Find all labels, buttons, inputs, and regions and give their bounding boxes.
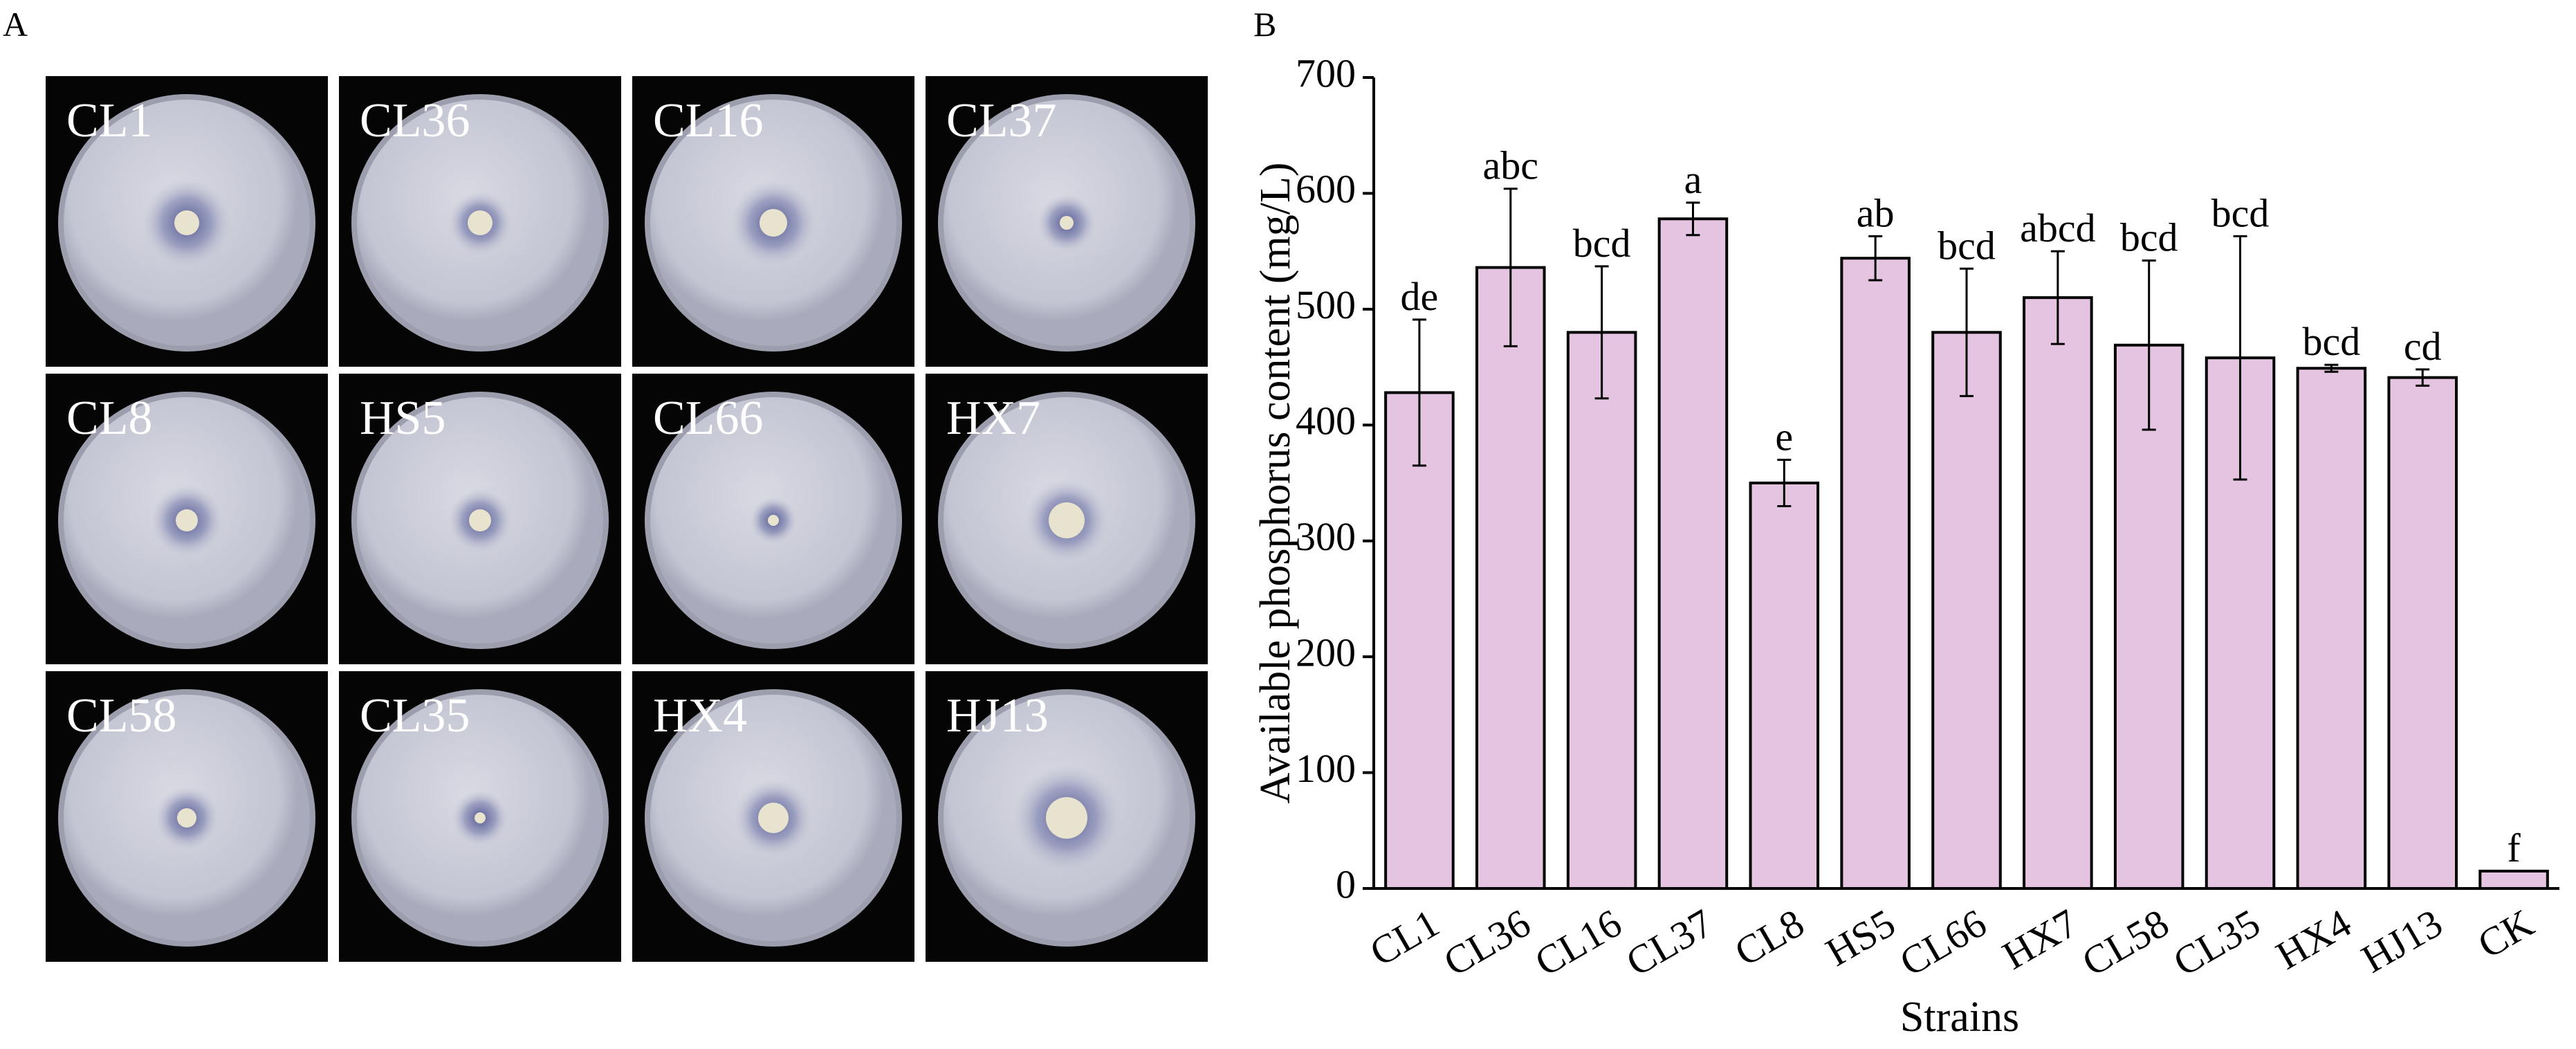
x-tick-label: CL16 xyxy=(1527,900,1629,985)
significance-letter: f xyxy=(2507,825,2521,870)
x-tick-label: CL37 xyxy=(1619,900,1720,985)
significance-letter: bcd xyxy=(2303,319,2361,364)
y-tick-label: 100 xyxy=(1296,746,1356,791)
y-tick-label: 400 xyxy=(1296,399,1356,444)
x-tick-label: HJ13 xyxy=(2354,900,2450,982)
plate-cl8: CL8 xyxy=(46,374,328,664)
petri-dish xyxy=(938,392,1195,649)
y-tick-label: 200 xyxy=(1296,630,1356,675)
bar-hx4 xyxy=(2296,367,2367,890)
plate-cl16: CL16 xyxy=(632,76,914,367)
plate-cl66: CL66 xyxy=(632,374,914,664)
x-tick-label: HS5 xyxy=(1819,900,1903,975)
panel-a-letter: A xyxy=(3,5,28,44)
x-tick-label: CL58 xyxy=(2074,900,2176,985)
plate-label: CL16 xyxy=(653,94,764,147)
plate-label: CL58 xyxy=(66,689,177,742)
petri-dish xyxy=(58,392,315,649)
petri-dish xyxy=(938,689,1195,947)
plate-cl1: CL1 xyxy=(46,76,328,367)
plate-label: HX7 xyxy=(946,392,1041,445)
x-tick-label: CL36 xyxy=(1436,900,1538,985)
plate-hx4: HX4 xyxy=(632,671,914,962)
x-tick-label: CL8 xyxy=(1727,900,1812,975)
plate-label: CL66 xyxy=(653,392,764,445)
bar-cl37 xyxy=(1657,217,1729,890)
x-tick-label: HX4 xyxy=(2269,900,2359,978)
plate-cl36: CL36 xyxy=(339,76,621,367)
petri-dish xyxy=(645,94,902,352)
significance-letter: a xyxy=(1684,157,1702,202)
y-tick-label: 500 xyxy=(1296,282,1356,327)
plate-label: CL35 xyxy=(360,689,470,742)
petri-dish xyxy=(645,392,902,649)
significance-letter: ab xyxy=(1857,190,1895,235)
panel-b-letter: B xyxy=(1253,5,1277,44)
significance-letter: cd xyxy=(2404,324,2442,369)
petri-dish xyxy=(351,689,609,947)
significance-letter: bcd xyxy=(2120,215,2178,260)
significance-letter: bcd xyxy=(1573,221,1631,266)
y-tick-label: 300 xyxy=(1296,514,1356,559)
petri-dish xyxy=(938,94,1195,352)
plate-cl37: CL37 xyxy=(926,76,1208,367)
significance-letter: bcd xyxy=(1938,223,1996,268)
y-axis-label: Available phosphorus content (mg/L) xyxy=(1252,163,1299,804)
plate-label: CL8 xyxy=(66,392,153,445)
plate-label: CL37 xyxy=(946,94,1057,147)
bar-hx7 xyxy=(2023,296,2093,891)
bar-cl16 xyxy=(1566,331,1637,891)
plate-hj13: HJ13 xyxy=(926,671,1208,962)
petri-dish xyxy=(351,392,609,649)
significance-letter: abcd xyxy=(2020,206,2096,250)
plate-label: CL1 xyxy=(66,94,153,147)
plate-hs5: HS5 xyxy=(339,374,621,664)
plate-label: HX4 xyxy=(653,689,748,742)
x-tick-label: CL66 xyxy=(1892,900,1994,985)
x-axis-label: Strains xyxy=(1900,994,2019,1041)
x-tick-label: CL1 xyxy=(1362,900,1446,975)
plate-grid: CL1 CL36 CL16 CL37 CL8 HS5 CL66 HX7 CL58 CL35 HX4 H… xyxy=(46,76,1208,962)
bar-hs5 xyxy=(1840,257,1911,890)
plate-hx7: HX7 xyxy=(926,374,1208,664)
x-tick-label: CK xyxy=(2470,900,2541,967)
bar-cl36 xyxy=(1475,266,1546,890)
plate-label: HS5 xyxy=(360,392,446,445)
significance-letter: bcd xyxy=(2211,190,2270,235)
plate-label: HJ13 xyxy=(946,689,1049,742)
petri-dish xyxy=(58,94,315,352)
x-tick-label: HX7 xyxy=(1995,900,2085,978)
bar-cl66 xyxy=(1931,331,2002,891)
petri-dish xyxy=(58,689,315,947)
y-tick-label: 700 xyxy=(1296,51,1356,95)
petri-dish xyxy=(351,94,609,352)
petri-dish xyxy=(645,689,902,947)
y-tick-label: 600 xyxy=(1296,167,1356,212)
plate-cl58: CL58 xyxy=(46,671,328,962)
x-tick-label: CL35 xyxy=(2166,900,2267,985)
bar-ck xyxy=(2478,869,2549,891)
significance-letter: de xyxy=(1401,274,1439,319)
bar-hj13 xyxy=(2387,376,2458,890)
bar-cl8 xyxy=(1749,482,1820,890)
significance-letter: abc xyxy=(1483,143,1539,188)
plate-label: CL36 xyxy=(360,94,470,147)
plate-cl35: CL35 xyxy=(339,671,621,962)
y-tick-label: 0 xyxy=(1336,861,1356,906)
significance-letter: e xyxy=(1775,414,1793,459)
bar-cl1 xyxy=(1384,391,1455,890)
bar-chart: de CL1 abc CL36 bcd CL16 a CL37 e CL8 ab HS5 bcd CL66… xyxy=(1252,51,2559,1041)
